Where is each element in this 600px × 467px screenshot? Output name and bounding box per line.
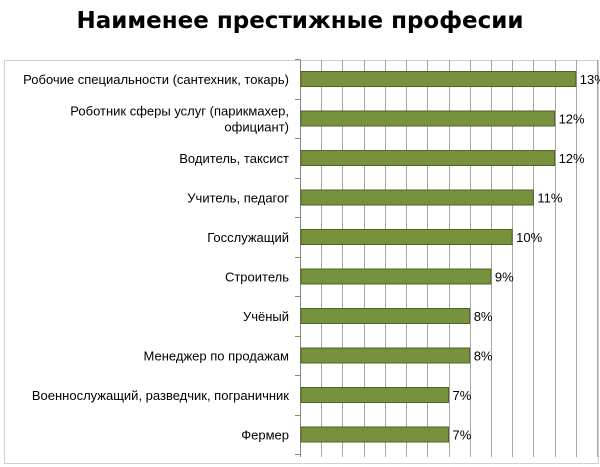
chart-title: Наименее престижные професии [76,8,524,34]
category-label: Менеджер по продажам [144,349,290,364]
bar [300,387,449,403]
bar [300,426,449,443]
category-label-line: Военнослужащий, разведчик, пограничник [32,388,289,403]
category-label: Учитель, педагог [187,191,289,206]
category-label-line: Роботник сферы услуг (парикмахер, [70,104,289,119]
category-label: Роботник сферы услуг (парикмахер, официан… [70,104,289,135]
category-label-line: Госслужащий [207,230,289,245]
category-label: Строитель [225,270,289,285]
data-label: 11% [537,191,562,206]
bar [300,150,556,166]
bar [300,268,492,285]
bar [300,229,513,245]
category-label-line: Робочие специальности (сантехник, токарь… [23,72,289,87]
category-label-line: Менеджер по продажам [144,349,290,364]
bar [300,110,556,127]
category-label-line: Учёный [243,309,289,324]
category-label-line: Фермер [241,428,289,443]
category-label-line: Водитель, таксист [179,151,289,166]
category-label: Учёный [243,309,289,324]
data-label: 9% [495,270,514,285]
data-label: 13% [580,72,600,87]
category-label: Робочие специальности (сантехник, токарь… [23,72,289,87]
category-label: Водитель, таксист [179,151,289,166]
chart-frame [4,60,599,464]
data-label: 8% [474,309,493,324]
category-label-line: официант) [224,120,289,135]
bar [300,347,471,364]
category-label: Фермер [241,428,289,443]
data-label: 7% [453,428,472,443]
category-label: Военнослужащий, разведчик, пограничник [32,388,289,403]
category-label: Госслужащий [207,230,289,245]
data-label: 12% [559,112,585,127]
data-label: 12% [559,151,585,166]
data-label: 7% [453,388,472,403]
bar [300,189,534,206]
bar [300,308,471,324]
bar [300,71,577,87]
data-label: 8% [474,349,493,364]
category-label-line: Строитель [225,270,289,285]
data-label: 10% [516,230,542,245]
category-label-line: Учитель, педагог [187,191,289,206]
